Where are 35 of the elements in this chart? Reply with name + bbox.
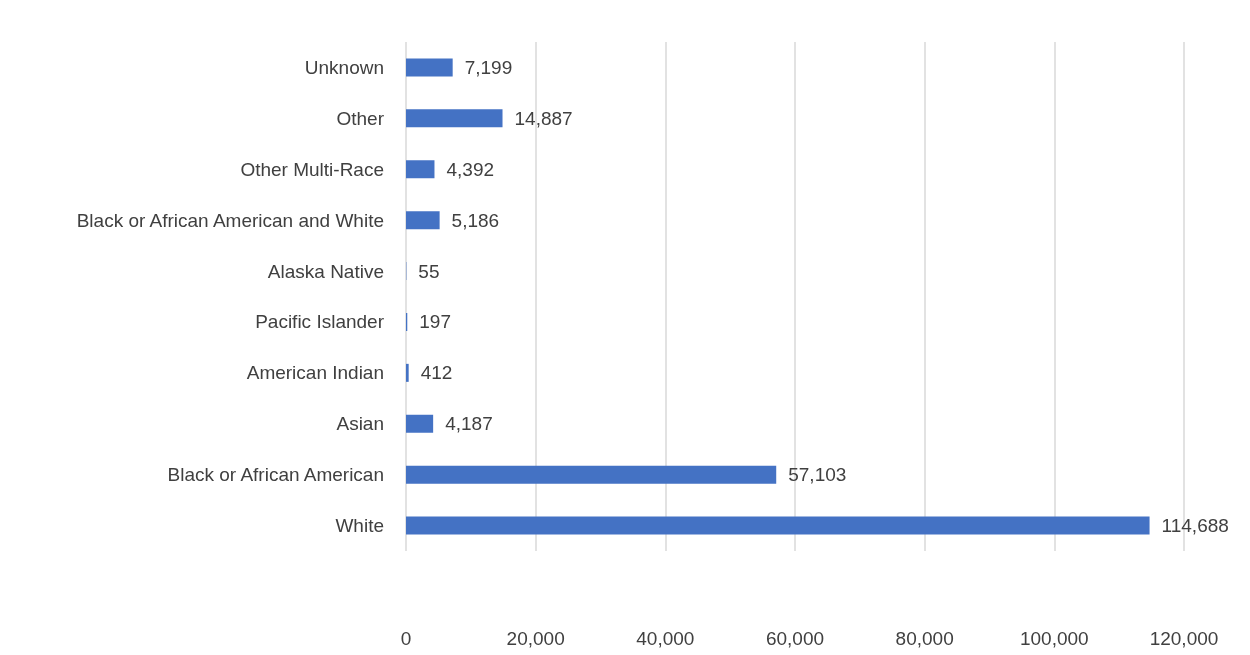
y-tick-label: Black or African American: [167, 464, 384, 486]
bar: [406, 58, 453, 77]
y-tick-label: White: [335, 515, 384, 537]
y-tick-label: Pacific Islander: [255, 311, 385, 333]
bar: [406, 109, 503, 128]
bar: [406, 363, 409, 382]
y-tick-label: Black or African American and White: [76, 209, 384, 231]
data-label: 55: [418, 260, 440, 282]
bar: [406, 414, 434, 433]
bar: [406, 465, 777, 484]
y-tick-label: Alaska Native: [267, 260, 384, 282]
x-tick-label: 60,000: [765, 628, 825, 649]
x-tick-label: 40,000: [636, 628, 695, 649]
y-tick-label: American Indian: [246, 362, 384, 384]
data-label: 4,392: [446, 158, 495, 180]
y-tick-label: Asian: [336, 413, 384, 435]
x-tick-label: 20,000: [506, 628, 565, 649]
data-label: 14,887: [514, 107, 573, 129]
data-label: 57,103: [788, 464, 847, 486]
x-tick-label: 120,000: [1149, 628, 1219, 649]
y-tick-label: Other Multi-Race: [240, 158, 384, 180]
x-tick-label: 80,000: [895, 628, 954, 649]
data-label: 114,688: [1161, 515, 1229, 537]
bar: [406, 160, 435, 179]
bar: [406, 516, 1150, 535]
y-tick-label: Other: [336, 107, 385, 129]
data-label: 412: [420, 362, 453, 384]
x-tick-label: 0: [400, 628, 412, 649]
y-tick-label: Unknown: [304, 56, 384, 78]
x-tick-label: 100,000: [1019, 628, 1089, 649]
bar: [406, 211, 440, 230]
data-label: 5,186: [451, 209, 500, 231]
data-label: 197: [419, 311, 451, 333]
data-label: 4,187: [445, 413, 493, 435]
data-label: 7,199: [464, 56, 513, 78]
